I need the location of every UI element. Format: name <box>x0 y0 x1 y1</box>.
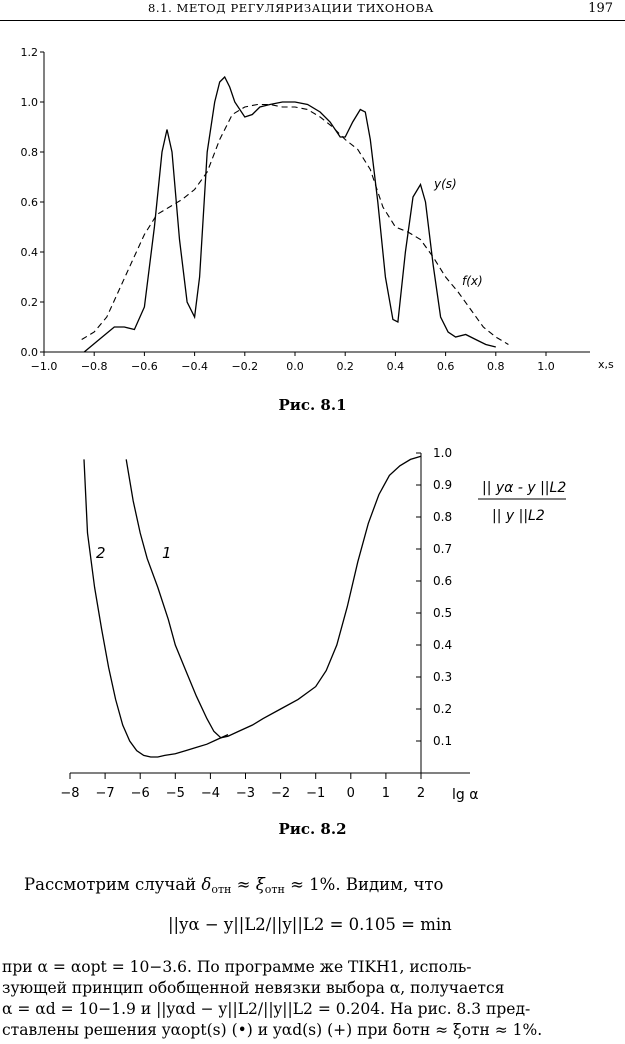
approx-2: ≈ <box>290 875 304 894</box>
fig1-x-tick-label: 0.8 <box>487 360 505 373</box>
label-curve-1: 1 <box>162 544 172 562</box>
label-curve-2: 2 <box>96 544 106 562</box>
fig2-y-tick-label: 0.4 <box>433 638 452 652</box>
fig2-x-tick-label: −2 <box>271 786 290 801</box>
fig2-x-tick-label: −7 <box>96 786 115 801</box>
fig2-y-tick-label: 0.1 <box>433 734 452 748</box>
x-axis-label: lg α <box>452 787 478 803</box>
fig2-x-tick-label: −5 <box>166 786 185 801</box>
intro-text-a: Рассмотрим случай <box>24 875 197 894</box>
fig1-x-tick-label: −0.4 <box>181 360 208 373</box>
xi-symbol: ξ <box>255 875 265 894</box>
fig1-ticks: −1.0 −0.8 −0.6 −0.4 −0.2 0.0 0.2 0.4 0.6 0.8 1.0 0.… <box>21 46 555 373</box>
series-y-s-line <box>83 75 496 353</box>
running-head-title: 8.1. МЕТОД РЕГУЛЯРИЗАЦИИ ТИХОНОВА <box>148 1 434 15</box>
fig1-x-tick-label: 0.6 <box>437 360 455 373</box>
fig1-y-tick-label: 1.2 <box>21 46 39 59</box>
fig2-x-tick-label: −6 <box>131 786 150 801</box>
fig1-x-tick-label: −1.0 <box>31 360 58 373</box>
fig2-y-tick-label: 0.9 <box>433 478 452 492</box>
fig2-x-tick-label: −4 <box>201 786 220 801</box>
fig2-y-tick-label: 0.7 <box>433 542 452 556</box>
fig2-ticks: −8 −7 −6 −5 −4 −3 −2 −1 0 1 2 0.1 0.2 0.3 0.4 0.5 0.6 0.7… <box>60 446 452 801</box>
fig1-y-tick-label: 0.4 <box>21 246 39 259</box>
formula-display: ||yα − y||L2/||y||L2 = 0.105 = min <box>168 915 452 934</box>
fig2-y-tick-label: 0.6 <box>433 574 452 588</box>
fig1-x-tick-label: 0.2 <box>336 360 354 373</box>
fig1-y-tick-label: 0.8 <box>21 146 39 159</box>
figure-8-2: −8 −7 −6 −5 −4 −3 −2 −1 0 1 2 0.1 0.2 0.3 0.4 0.5 0.6 0.7… <box>60 446 566 803</box>
fig2-x-tick-label: 0 <box>347 786 355 801</box>
figure-8-2-caption: Рис. 8.2 <box>278 820 347 838</box>
fig1-y-tick-label: 0.6 <box>21 196 39 209</box>
fig2-x-tick-label: −8 <box>60 786 79 801</box>
fig2-x-tick-label: −3 <box>236 786 255 801</box>
fig1-axes <box>43 52 590 353</box>
label-x-s: x,s <box>598 358 614 371</box>
label-f-x: f(x) <box>462 274 483 288</box>
fig1-x-tick-label: −0.6 <box>131 360 158 373</box>
approx-1: ≈ <box>236 875 251 894</box>
body-line-4: ставлены решения yαopt(s) (•) и yαd(s) (… <box>2 1021 543 1039</box>
figure-8-1: −1.0 −0.8 −0.6 −0.4 −0.2 0.0 0.2 0.4 0.6 0.8 1.0 0.… <box>21 46 615 373</box>
body-line-2: зующей принцип обобщенной невязки выбора… <box>2 979 505 997</box>
fig2-x-tick-label: 1 <box>382 786 390 801</box>
fig1-x-tick-label: 0.4 <box>387 360 405 373</box>
fig2-x-tick-label: −1 <box>306 786 325 801</box>
fig1-x-tick-label: −0.8 <box>81 360 108 373</box>
fig1-x-tick-label: 0.0 <box>286 360 304 373</box>
fig2-y-tick-label: 0.3 <box>433 670 452 684</box>
page-number: 197 <box>588 1 613 16</box>
ratio-numerator: || yα - y ||L2 <box>482 480 566 496</box>
header-rule <box>0 20 625 21</box>
delta-symbol: δ <box>201 875 212 894</box>
delta-sub: отн <box>211 883 232 896</box>
figure-8-1-caption: Рис. 8.1 <box>278 396 347 414</box>
label-y-s: y(s) <box>433 177 457 191</box>
intro-text-b: 1%. Видим, что <box>309 875 444 894</box>
fig2-y-tick-label: 1.0 <box>433 446 452 460</box>
series-1-line <box>125 455 422 739</box>
fig2-x-tick-label: 2 <box>417 786 425 801</box>
fig2-axes <box>70 453 470 774</box>
series-f-x-line <box>81 103 509 345</box>
series-2-line <box>83 459 229 758</box>
ratio-denominator: || y ||L2 <box>492 508 545 524</box>
fig2-y-tick-label: 0.2 <box>433 702 452 716</box>
running-head: 8.1. МЕТОД РЕГУЛЯРИЗАЦИИ ТИХОНОВА 197 <box>0 0 625 24</box>
body-line-3: α = αd = 10−1.9 и ||yαd − y||L2/||y||L2 … <box>2 1000 531 1018</box>
fig2-y-tick-label: 0.8 <box>433 510 452 524</box>
fig1-y-tick-label: 0.0 <box>21 346 39 359</box>
fig2-y-tick-label: 0.5 <box>433 606 452 620</box>
paragraph-intro: Рассмотрим случай δотн ≈ ξотн ≈ 1%. Види… <box>24 874 443 901</box>
fig1-y-tick-label: 1.0 <box>21 96 39 109</box>
body-line-1: при α = αopt = 10−3.6. По программе же T… <box>2 958 472 976</box>
xi-sub: отн <box>264 883 285 896</box>
fig1-x-tick-label: −0.2 <box>231 360 258 373</box>
fig1-x-tick-label: 1.0 <box>537 360 555 373</box>
fig1-y-tick-label: 0.2 <box>21 296 39 309</box>
